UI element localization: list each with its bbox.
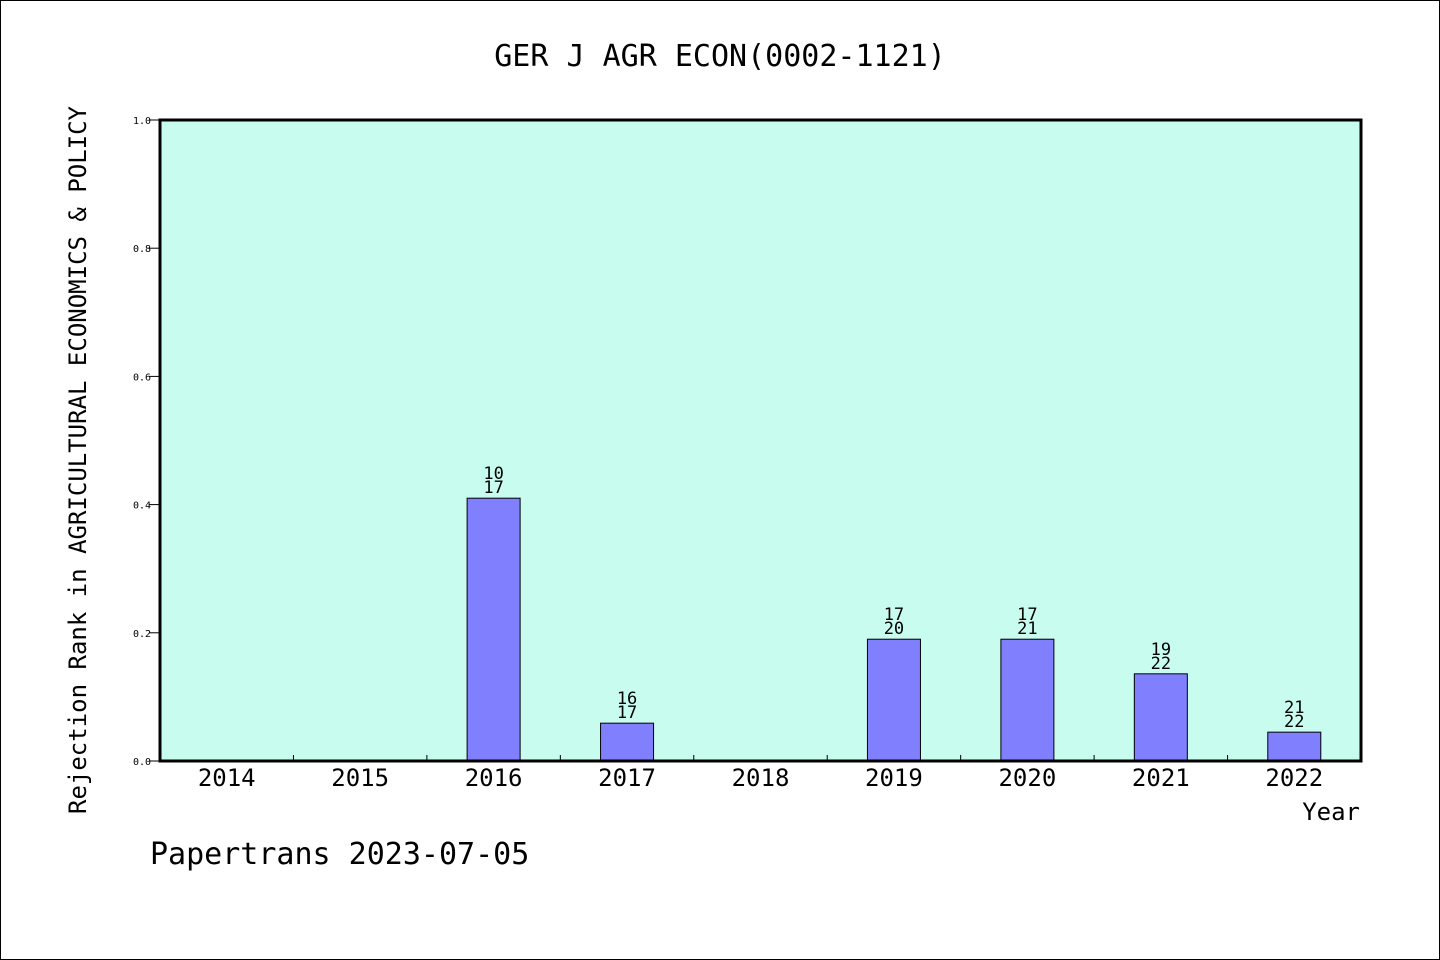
- bar-label-rank-2021: 19: [1151, 640, 1171, 660]
- x-axis: 2014 2015 2016 2017 2018 2019 2020 2021 2022: [198, 755, 1323, 792]
- bar-label-total-2020: 21: [1017, 619, 1037, 639]
- x-tick-label: 2022: [1265, 764, 1323, 792]
- bar-label-total-2016: 17: [483, 478, 503, 498]
- bar-2016: [466, 497, 521, 762]
- bar-2019: [866, 638, 921, 762]
- bar-label-rank-2022: 21: [1284, 698, 1304, 718]
- plot-border: [158, 118, 1363, 763]
- bar-2022: [1267, 731, 1322, 762]
- chart-title: GER J AGR ECON(0002-1121): [494, 39, 946, 74]
- bar-label-rank-2017: 16: [617, 689, 637, 709]
- x-tick-label: 2016: [465, 764, 523, 792]
- bars-group: [466, 497, 1322, 762]
- plot-area: [160, 120, 1361, 761]
- bar-label-total-2021: 22: [1151, 654, 1171, 674]
- bar-label-rank-2016: 10: [483, 464, 503, 484]
- y-tick-label: 0.6: [133, 372, 151, 383]
- x-tick-label: 2014: [198, 764, 256, 792]
- bar-2021: [1133, 673, 1188, 762]
- bar-label-total-2019: 20: [884, 619, 904, 639]
- plot-frame: [158, 118, 1363, 763]
- x-axis-label: Year: [1302, 798, 1360, 826]
- bar-label-rank-2019: 17: [884, 605, 904, 625]
- y-tick-label: 0.0: [133, 757, 151, 768]
- x-tick-label: 2019: [865, 764, 923, 792]
- x-tick-label: 2021: [1132, 764, 1190, 792]
- bar-2020: [1000, 638, 1055, 762]
- x-tick-label: 2018: [732, 764, 790, 792]
- footer-text: Papertrans 2023-07-05: [150, 837, 529, 872]
- bar-2017: [600, 722, 655, 762]
- y-tick-label: 0.4: [133, 501, 151, 512]
- bar-label-total-2022: 22: [1284, 712, 1304, 732]
- y-tick-label: 0.8: [133, 244, 151, 255]
- bar-label-total-2017: 17: [617, 703, 637, 723]
- plot-background: [160, 120, 1361, 761]
- y-tick-label: 0.2: [133, 629, 151, 640]
- x-tick-label: 2015: [331, 764, 389, 792]
- x-tick-label: 2020: [998, 764, 1056, 792]
- x-tick-label: 2017: [598, 764, 656, 792]
- bar-label-rank-2020: 17: [1017, 605, 1037, 625]
- y-axis-label: Rejection Rank in AGRICULTURAL ECONOMICS…: [64, 105, 92, 814]
- y-tick-label: 1.0: [133, 116, 151, 127]
- y-axis: 0.0 0.2 0.4 0.6 0.8 1.0: [133, 116, 160, 768]
